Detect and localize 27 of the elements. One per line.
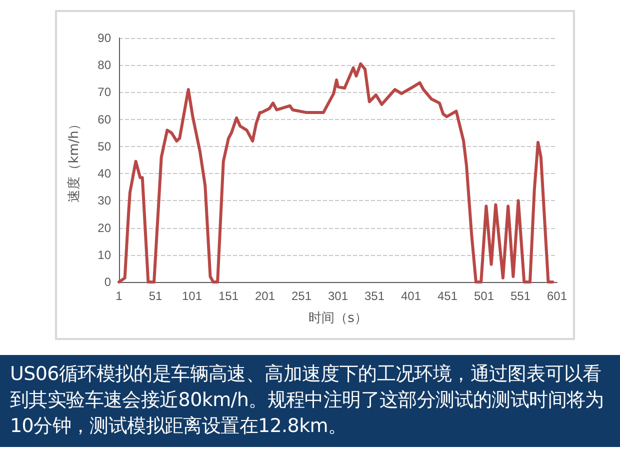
y-tick-label: 30 [98, 194, 112, 208]
x-tick-label: 251 [291, 289, 312, 303]
x-tick-label: 51 [148, 289, 162, 303]
y-tick-label: 80 [98, 58, 112, 72]
y-tick-label: 20 [98, 220, 112, 235]
x-tick-label: 501 [474, 289, 494, 303]
x-tick-label: 451 [437, 289, 458, 303]
x-tick-label: 401 [400, 289, 422, 303]
x-tick-label: 101 [182, 289, 202, 303]
x-tick-label: 301 [328, 289, 348, 303]
y-tick-label: 70 [98, 85, 112, 100]
x-tick-label: 1 [116, 289, 123, 303]
x-tick-label: 151 [218, 289, 239, 303]
x-tick-label: 351 [364, 289, 385, 303]
y-tick-label: 10 [98, 248, 112, 262]
y-tick-label: 60 [98, 112, 112, 126]
x-tick-label: 551 [510, 289, 531, 303]
text: US06循环模拟的是车辆高速、高加速度下的工况环境，通过图表可以看到其实验车速会接近80km/h。规程中注明了这部分测试的测试时间将为10分钟，测试模拟距离设置在12.8km。 [0, 355, 620, 447]
y-axis-title: 速度（km/h） [66, 118, 82, 202]
x-tick-label: 601 [546, 289, 568, 303]
y-tick-label: 0 [104, 275, 112, 289]
y-tick-label: 90 [98, 31, 112, 45]
y-tick-label: 50 [98, 139, 112, 154]
x-axis-title: 时间（s） [308, 311, 368, 326]
y-tick-label: 40 [98, 166, 112, 181]
line-series [118, 62, 554, 284]
x-tick-label: 201 [254, 289, 276, 303]
